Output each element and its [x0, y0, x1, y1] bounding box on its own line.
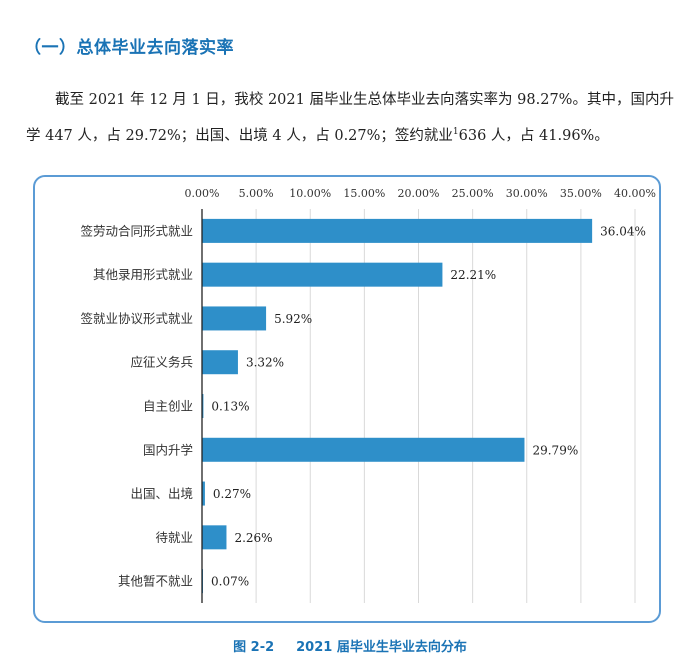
bar	[202, 525, 227, 550]
category-label: 应征义务兵	[130, 355, 193, 370]
data-label: 29.79%	[532, 443, 578, 457]
category-label: 自主创业	[143, 399, 193, 414]
footnote-marker: 1	[452, 127, 459, 137]
x-tick-label: 30.00%	[506, 187, 548, 200]
data-label: 5.92%	[274, 312, 312, 326]
category-label: 其他暂不就业	[118, 574, 193, 589]
x-tick-label: 15.00%	[343, 187, 385, 200]
figure-title: 2021 届毕业生毕业去向分布	[296, 640, 467, 655]
data-label: 3.32%	[246, 356, 284, 370]
chart-frame	[33, 175, 661, 623]
category-label: 其他录用形式就业	[93, 267, 193, 282]
bar	[202, 350, 238, 375]
data-label: 0.13%	[211, 400, 249, 414]
x-tick-label: 35.00%	[560, 187, 602, 200]
bar	[202, 218, 593, 243]
data-label: 2.26%	[234, 531, 272, 545]
x-tick-label: 40.00%	[614, 187, 656, 200]
category-label: 签劳动合同形式就业	[80, 223, 193, 238]
x-tick-label: 25.00%	[452, 187, 494, 200]
data-label: 22.21%	[450, 268, 496, 282]
data-label: 0.27%	[213, 487, 251, 501]
bar	[202, 306, 267, 331]
figure-number: 图 2-2	[233, 640, 275, 655]
x-tick-label: 10.00%	[289, 187, 331, 200]
data-label: 36.04%	[600, 224, 646, 238]
data-label: 0.07%	[211, 575, 249, 589]
destination-bar-chart: 0.00% 5.00% 10.00% 15.00% 20.00% 25.00% 30.00%…	[80, 187, 656, 603]
x-tick-label: 0.00%	[185, 187, 220, 200]
summary-paragraph: 截至 2021 年 12 月 1 日，我校 2021 届毕业生总体毕业去向落实率…	[26, 84, 674, 152]
x-tick-label: 20.00%	[398, 187, 440, 200]
paragraph-text-main: 截至 2021 年 12 月 1 日，我校 2021 届毕业生总体毕业去向落实率…	[26, 92, 674, 144]
category-label: 国内升学	[143, 442, 193, 457]
x-tick-label: 5.00%	[239, 187, 274, 200]
bar	[202, 394, 204, 418]
category-label: 出国、出境	[130, 486, 193, 501]
section-heading: （一）总体毕业去向落实率	[24, 38, 234, 58]
category-label: 待就业	[155, 530, 193, 545]
bar	[202, 437, 525, 462]
paragraph-text-tail: 636 人，占 41.96%。	[458, 128, 609, 144]
figure-caption: 图 2-2 2021 届毕业生毕业去向分布	[0, 636, 700, 655]
bar	[202, 481, 205, 506]
bar	[202, 262, 443, 287]
category-label: 签就业协议形式就业	[80, 311, 193, 326]
